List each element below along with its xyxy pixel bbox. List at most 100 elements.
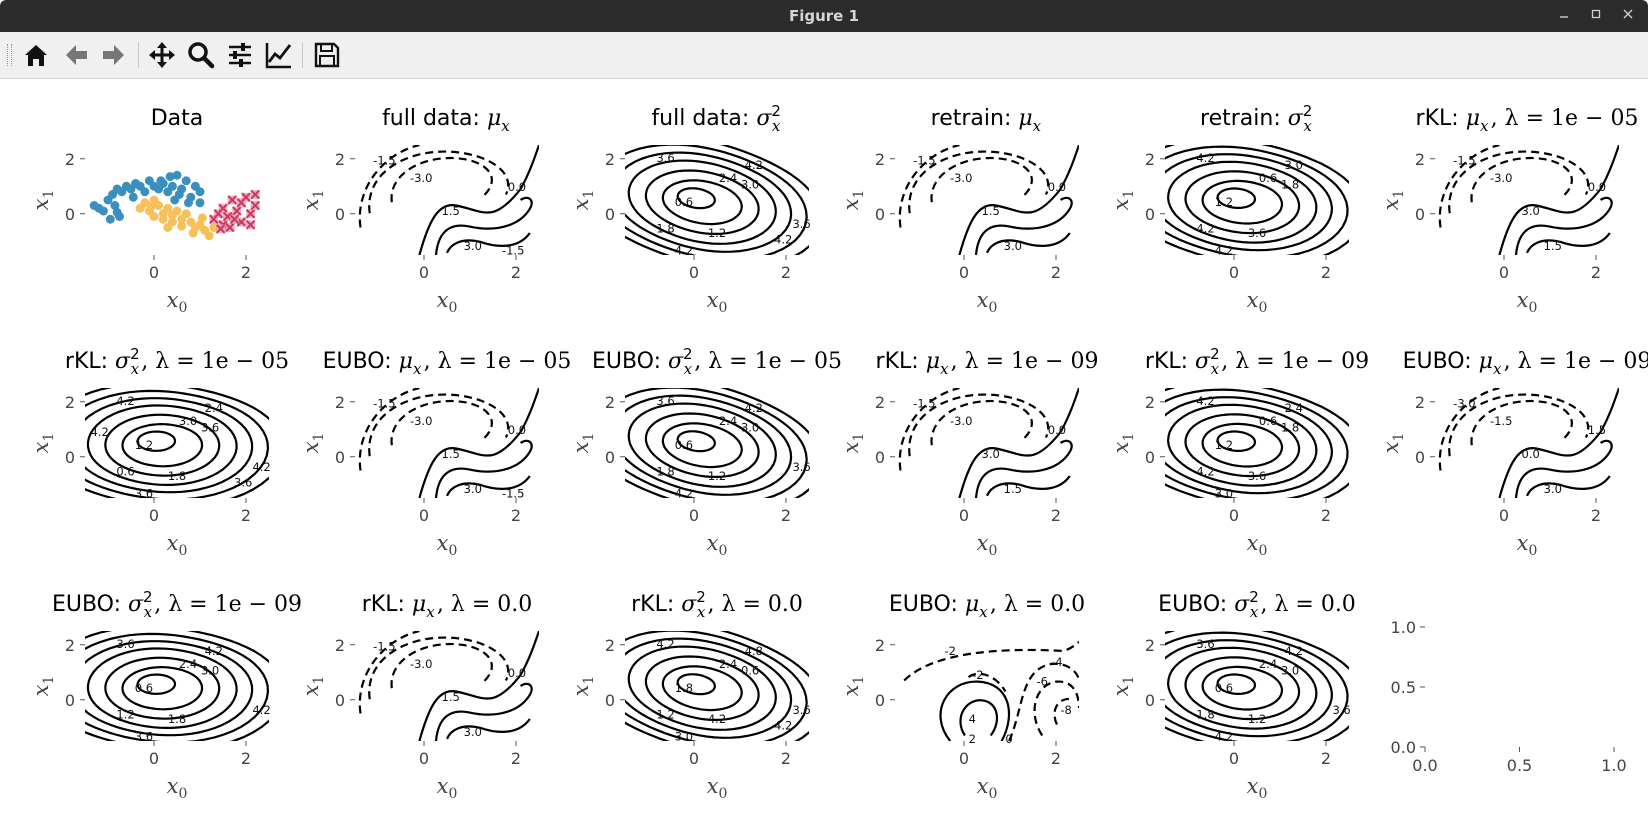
y-tick-label: 2 bbox=[1145, 636, 1155, 655]
subplot-1[interactable]: Data x0 x1 0 2 0 2 bbox=[29, 106, 260, 316]
subplot-15[interactable]: rKL: σ2 x , λ = 0.0 x0 x1 0 2 0 2 4.2 4.8 2.4 0.6 1.… bbox=[569, 588, 822, 802]
subplot-6[interactable]: rKL: μx , λ = 1e − 05 x0 x1 0 2 0 2 -1.5 -3.0 0.0… bbox=[1379, 106, 1638, 316]
scatter-point bbox=[241, 192, 251, 202]
contour-line bbox=[967, 672, 1007, 693]
contour-label: 4.8 bbox=[745, 644, 763, 658]
minimize-button[interactable] bbox=[1550, 0, 1578, 32]
contour-line bbox=[1166, 403, 1318, 487]
subplot-9[interactable]: EUBO: σ2 x , λ = 1e − 05 x0 x1 0 2 0 2 3.6 4.2 2.4… bbox=[569, 345, 842, 559]
scatter-point bbox=[154, 201, 164, 210]
subplot-13[interactable]: EUBO: σ2 x , λ = 1e − 09 x0 x1 0 2 0 2 3.6 4.2 2.4… bbox=[29, 588, 302, 802]
x-axis-label: x0 bbox=[437, 531, 458, 559]
contour-line bbox=[930, 157, 1033, 203]
x-tick-label: 2 bbox=[1051, 749, 1061, 768]
magnifier-icon bbox=[188, 42, 215, 69]
arrow-right-icon bbox=[103, 45, 124, 65]
contour-line bbox=[1166, 646, 1318, 730]
contour-label: 0.0 bbox=[1048, 180, 1066, 194]
contour-label: -1.5 bbox=[913, 396, 935, 410]
contour-label: 4.2 bbox=[774, 719, 792, 733]
contour-lines bbox=[358, 388, 539, 498]
x-tick-label: 0 bbox=[1229, 263, 1239, 282]
home-button[interactable] bbox=[18, 37, 54, 73]
contour-line bbox=[939, 680, 1011, 741]
figure-canvas[interactable]: Data x0 x1 0 2 0 2 full data: μx x0 x1 0 2 0 2 -1.5 -3… bbox=[0, 79, 1648, 834]
y-tick-label: 2 bbox=[1415, 393, 1425, 412]
contour-line bbox=[974, 439, 1073, 498]
contour-label: -3.0 bbox=[410, 171, 432, 185]
contour-line bbox=[1498, 145, 1619, 255]
contour-line bbox=[625, 637, 793, 739]
contour-line bbox=[1201, 422, 1284, 468]
contour-line bbox=[85, 389, 269, 498]
toolbar-grip[interactable] bbox=[7, 44, 12, 66]
subplot-7[interactable]: rKL: σ2 x , λ = 1e − 05 x0 x1 0 2 0 2 4.2 2.4 3.0 3… bbox=[29, 345, 289, 559]
back-button[interactable] bbox=[58, 37, 94, 73]
subplot-12[interactable]: EUBO: μx , λ = 1e − 09 x0 x1 0 2 0 2 -3.0 -1.5 1.… bbox=[1379, 349, 1648, 559]
scatter-point bbox=[181, 209, 191, 219]
scatter-point bbox=[167, 181, 177, 191]
subplot-11[interactable]: rKL: σ2 x , λ = 1e − 09 x0 x1 0 2 0 2 4.2 2.4 0.6 1… bbox=[1109, 345, 1369, 559]
x-axis-label: x0 bbox=[437, 774, 458, 802]
maximize-button[interactable] bbox=[1582, 0, 1610, 32]
home-icon bbox=[25, 45, 47, 66]
pan-button[interactable] bbox=[144, 37, 180, 73]
contour-label: 3.0 bbox=[675, 730, 693, 744]
subplot-8[interactable]: EUBO: μx , λ = 1e − 05 x0 x1 0 2 0 2 -1.5 -3.0 0.… bbox=[299, 349, 571, 559]
y-axis-label: x1 bbox=[299, 433, 327, 454]
contour-label: 3.6 bbox=[656, 394, 674, 408]
edit-axes-button[interactable] bbox=[261, 37, 297, 73]
contour-label: 3.6 bbox=[792, 460, 810, 474]
subplot-10[interactable]: rKL: μx , λ = 1e − 09 x0 x1 0 2 0 2 -1.5 -3.0 0.0… bbox=[839, 349, 1098, 559]
zoom-button[interactable] bbox=[183, 37, 219, 73]
subplot-17[interactable]: EUBO: σ2 x , λ = 0.0 x0 x1 0 2 0 2 3.6 4.2 2.4 3.0 0… bbox=[1109, 588, 1363, 802]
contour-label: 3.6 bbox=[234, 476, 252, 490]
configure-subplots-button[interactable] bbox=[222, 37, 258, 73]
contour-label: 1.8 bbox=[656, 465, 674, 479]
contour-line bbox=[644, 412, 760, 479]
x-axis-label: x0 bbox=[1517, 288, 1538, 316]
y-axis-label: x1 bbox=[29, 190, 57, 211]
contour-label: 4.2 bbox=[116, 394, 134, 408]
y-tick-label: 0 bbox=[875, 448, 885, 467]
contour-label: 4.2 bbox=[252, 460, 270, 474]
contour-line bbox=[974, 196, 1073, 255]
contour-label: -3.0 bbox=[950, 414, 972, 428]
forward-button[interactable] bbox=[96, 37, 132, 73]
y-tick-label: 0 bbox=[605, 448, 615, 467]
contour-label: 3.6 bbox=[792, 217, 810, 231]
contour-label: 1.8 bbox=[168, 469, 186, 483]
contour-label: 4.2 bbox=[205, 644, 223, 658]
contour-line bbox=[908, 393, 1050, 457]
contour-label: 3.6 bbox=[1332, 703, 1350, 717]
subplot-18[interactable]: 0.0 0.5 1.0 0.0 0.5 1.0 bbox=[1391, 618, 1627, 775]
contour-label: 1.2 bbox=[708, 469, 726, 483]
scatter-point bbox=[229, 214, 240, 224]
contour-label: 1.2 bbox=[1248, 712, 1266, 726]
contour-line bbox=[1201, 179, 1284, 225]
subplot-2[interactable]: full data: μx x0 x1 0 2 0 2 -1.5 -3.0 0.0 1.5 3.0 -… bbox=[299, 106, 539, 316]
close-button[interactable] bbox=[1614, 0, 1642, 32]
scatter-point bbox=[163, 223, 173, 232]
save-button[interactable] bbox=[309, 37, 345, 73]
contour-label: 2.4 bbox=[719, 657, 737, 671]
empty-axes bbox=[1425, 627, 1614, 747]
subplot-14[interactable]: rKL: μx , λ = 0.0 x0 x1 0 2 0 2 -1.5 -3.0 0.0 1.5 3… bbox=[299, 592, 539, 802]
subplot-4[interactable]: retrain: μx x0 x1 0 2 0 2 -1.5 -3.0 0.0 1.5 3.0 bbox=[839, 106, 1079, 316]
x-axis-label: x0 bbox=[437, 288, 458, 316]
contour-label: 4.2 bbox=[774, 233, 792, 247]
axes-title: EUBO: μx , λ = 1e − 09 bbox=[1403, 349, 1648, 378]
window-title: Figure 1 bbox=[788, 7, 860, 25]
y-tick-label: 0 bbox=[335, 205, 345, 224]
contour-label: 2.4 bbox=[719, 171, 737, 185]
contour-line bbox=[121, 665, 204, 711]
contour-line bbox=[903, 641, 1079, 682]
window-titlebar: Figure 1 bbox=[0, 0, 1648, 32]
x-axis-label: x0 bbox=[707, 531, 728, 559]
contour-lines bbox=[1165, 145, 1349, 255]
contour-label: 0.0 bbox=[1522, 447, 1540, 461]
contour-label: 4.2 bbox=[656, 637, 674, 651]
